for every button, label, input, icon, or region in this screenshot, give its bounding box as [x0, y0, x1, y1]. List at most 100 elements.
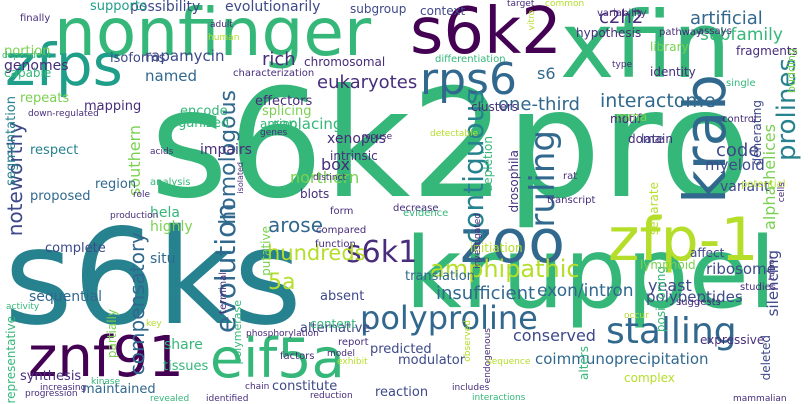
word-increasing: increasing [40, 383, 87, 393]
word-kinase: kinase [91, 377, 121, 387]
word-myeloid: myeloid [705, 156, 765, 174]
word-acids: acids [150, 147, 174, 157]
word-variability: variability [597, 8, 647, 19]
word-phosphorylation: phosphorylation [246, 329, 319, 339]
word-generating: generating [750, 100, 764, 166]
word-differentiation: differentiation [435, 54, 506, 65]
word-region: region [95, 177, 137, 192]
word-portion: portion [4, 44, 51, 59]
word-insufficient: insufficient [436, 283, 536, 304]
word-investigated: investigated [473, 213, 483, 269]
word-detectable: detectable [430, 129, 479, 139]
word-ribosome: ribosome [706, 260, 776, 278]
word-interactome: interactome [600, 90, 716, 112]
word-zoo: zoo [460, 207, 565, 277]
word-observed: observed [463, 320, 473, 362]
word-predicted: predicted [370, 342, 432, 357]
word-replacing: replacing [273, 115, 343, 133]
word-decrease: decrease [393, 203, 439, 214]
word-alternative: alternative [300, 321, 371, 336]
word-named: named [145, 67, 198, 85]
word-complete: complete [45, 241, 106, 256]
word-vitro: vitro [527, 10, 537, 31]
word-affect: affect [690, 246, 725, 260]
word-respect: respect [30, 143, 79, 158]
word-s6: s6 [537, 64, 556, 83]
word-capable: capable [4, 66, 52, 80]
word-form: form [330, 206, 354, 217]
word-isolated: isolated [236, 162, 245, 194]
word-complex: complex [624, 371, 675, 385]
word-transcript: transcript [547, 195, 596, 206]
word-revealed: revealed [150, 394, 190, 404]
word-rps6: rps6 [420, 54, 517, 105]
word-synthesis: synthesis [20, 369, 82, 384]
word-budding: budding [785, 48, 798, 93]
word-motif: motif [610, 112, 642, 126]
word-progression: progression [25, 389, 78, 399]
word-kruppel: kruppel [405, 217, 777, 331]
word-polymerase: polymerase [231, 300, 244, 365]
word-nonfinger: nonfinger [54, 0, 372, 71]
word-includes: includes [452, 383, 490, 393]
word-5a: 5a [268, 270, 296, 295]
word-drosophila: drosophila [507, 150, 521, 213]
word-genes: genes [260, 128, 288, 138]
word-eukaryotes: eukaryotes [317, 72, 418, 93]
word-hypothesis: hypothesis [576, 26, 642, 40]
word-separate: separate [647, 182, 661, 235]
word-function: function [315, 239, 356, 250]
word-polyproline: polyproline [360, 299, 538, 337]
word-eif5a: eif5a [210, 327, 345, 390]
word-splicing: splicing [262, 104, 312, 119]
word-chain: chain [245, 382, 270, 392]
word-compensatory: compensatory [125, 232, 149, 376]
word-single: single [726, 78, 756, 89]
word-mrna: mrna [616, 110, 648, 124]
word-s6k1: s6k1 [346, 235, 418, 270]
word-share: share [164, 337, 203, 353]
word-pathway: pathway [659, 27, 702, 38]
word-tumor: tumor [767, 256, 776, 281]
word-encode: encode [180, 104, 228, 119]
word-compared: compared [316, 225, 367, 236]
word-situ: situ [150, 251, 176, 267]
word-sequential: sequential [29, 289, 103, 305]
word-expressive: expressive [700, 333, 765, 347]
word-suggests: suggests [676, 297, 721, 308]
word-human: human [208, 33, 240, 43]
word-terminal: terminal [218, 272, 229, 314]
word-subfamily: subfamily [700, 25, 783, 45]
word-possibility: possibility [130, 0, 201, 15]
word-interactions: interactions [472, 393, 526, 403]
word-mouse: mouse [362, 132, 393, 142]
word-chromosomal: chromosomal [304, 55, 386, 69]
word-constitute: constitute [272, 379, 338, 394]
word-coimmunoprecipitation: coimmunoprecipitation [535, 350, 709, 368]
word-absent: absent [320, 289, 365, 304]
word-occur: occur [624, 311, 649, 321]
word-context: context [420, 4, 466, 18]
word-report: report [338, 337, 369, 348]
word-s6k2: s6k2 [410, 0, 562, 69]
word-zfps: zfps [5, 31, 123, 99]
word-xfin: xfin [560, 0, 731, 99]
word-hela: hela [150, 205, 180, 221]
word-maintained: maintained [82, 382, 156, 397]
word-variant: variant [720, 179, 770, 195]
word-alters: alters [577, 346, 591, 380]
word-znf91: znf91 [28, 325, 184, 390]
word-potential: potential [741, 179, 786, 190]
word-identity: identity [650, 65, 696, 79]
word-modulator: modulator [398, 353, 466, 368]
word-s6k2pro: s6k2pro [150, 58, 752, 232]
word-clusters: clusters [471, 100, 519, 114]
word-rapamycin: rapamycin [145, 47, 225, 65]
word-control: control [722, 114, 757, 125]
word-endogenous: endogenous [483, 328, 493, 384]
word-assays: assays [698, 26, 732, 37]
word-studies: studies [740, 282, 776, 293]
word-late: late [641, 132, 664, 146]
word-dependent: dependent [2, 51, 51, 61]
word-code: code [716, 140, 760, 161]
